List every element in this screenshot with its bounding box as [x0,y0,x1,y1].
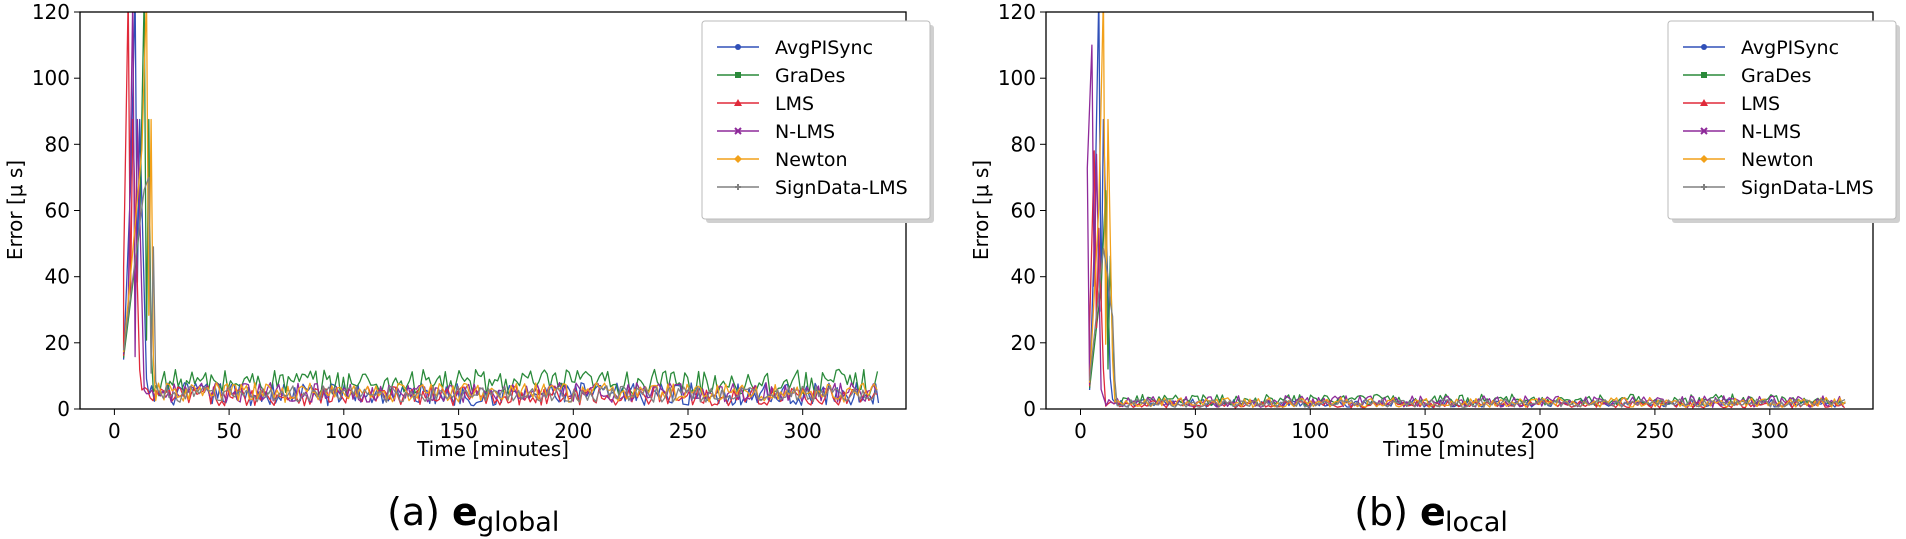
x-tick-label: 200 [1521,419,1559,443]
legend-marker [1700,155,1708,163]
legend: AvgPISync GraDes LMS N-LMS Newton [701,20,934,223]
legend-label: N-LMS [775,121,835,143]
legend-label: SignData-LMS [775,177,908,199]
legend-label: AvgPISync [1741,37,1839,59]
legend-entry: N-LMS [717,121,835,143]
series-line-newton [1088,12,1846,408]
legend-label: Newton [1741,149,1814,171]
legend-marker [1701,72,1707,78]
y-tick-label: 0 [57,397,70,421]
series-line-signdata-lms [122,176,878,403]
caption-subscript: global [477,507,559,538]
y-ticks: 0 20 40 60 80 100 120 [32,0,80,421]
legend-marker [1700,99,1708,106]
x-tick-label: 100 [1291,419,1329,443]
legend-entry: Newton [1683,149,1814,171]
panel-global-error: 0 20 40 60 80 100 120 0 50 100 150 [3,0,934,538]
series-group [1086,12,1846,409]
legend-entry: SignData-LMS [717,177,908,199]
y-tick-label: 80 [45,132,70,156]
y-tick-label: 60 [1011,199,1036,223]
panel-caption: (a) e global [387,490,559,538]
axis-ticks: 0 20 40 60 80 100 120 0 50 100 150 [32,0,822,443]
x-axis-label: Time [minutes] [416,437,569,461]
x-tick-label: 0 [1074,419,1087,443]
panel-local-error: 0 20 40 60 80 100 120 0 50 100 150 [969,0,1900,538]
legend-entry: Newton [717,149,848,171]
legend-label: LMS [1741,93,1780,115]
y-tick-label: 120 [32,0,70,24]
x-axis-label: Time [minutes] [1382,437,1535,461]
legend-entry: LMS [1683,93,1780,115]
x-tick-label: 200 [554,419,592,443]
y-axis-label: Error [μ s] [969,160,993,260]
legend-entry: GraDes [717,65,845,87]
x-tick-label: 50 [1183,419,1208,443]
legend-entry: SignData-LMS [1683,177,1874,199]
legend-marker [1700,127,1708,135]
legend-box [1667,20,1897,220]
x-tick-label: 150 [1406,419,1444,443]
caption-symbol: e [452,490,478,534]
legend-entry: N-LMS [1683,121,1801,143]
y-axis-label: Error [μ s] [3,160,27,260]
legend-label: Newton [775,149,848,171]
legend: AvgPISync GraDes LMS N-LMS Newton [1667,20,1900,223]
legend-label: LMS [775,93,814,115]
x-tick-label: 300 [784,419,822,443]
y-tick-label: 20 [1011,331,1036,355]
y-tick-label: 80 [1011,132,1036,156]
x-tick-label: 0 [108,419,121,443]
x-ticks: 0 50 100 150 200 250 300 [1074,409,1789,443]
legend-label: GraDes [775,65,845,87]
y-tick-label: 120 [998,0,1036,24]
legend-label: SignData-LMS [1741,177,1874,199]
series-group [122,12,880,407]
legend-entry: LMS [717,93,814,115]
legend-label: N-LMS [1741,121,1801,143]
x-tick-label: 100 [325,419,363,443]
legend-entry: AvgPISync [717,37,873,59]
y-tick-label: 40 [1011,265,1036,289]
legend-marker [1701,44,1707,50]
y-tick-label: 0 [1023,397,1036,421]
legend-box [701,20,931,220]
legend-entry: AvgPISync [1683,37,1839,59]
x-tick-label: 250 [669,419,707,443]
caption-prefix: (a) [387,490,440,534]
legend-marker [734,127,742,135]
y-tick-label: 100 [998,66,1036,90]
caption-symbol: e [1420,490,1446,534]
x-tick-label: 300 [1751,419,1789,443]
legend-entry: GraDes [1683,65,1811,87]
legend-label: GraDes [1741,65,1811,87]
x-tick-label: 150 [440,419,478,443]
legend-marker [734,155,742,163]
legend-marker [734,99,742,106]
y-tick-label: 40 [45,265,70,289]
legend-marker [735,184,741,190]
legend-marker [735,72,741,78]
y-ticks: 0 20 40 60 80 100 120 [998,0,1046,421]
panel-caption: (b) e local [1354,490,1508,538]
caption-subscript: local [1445,507,1508,538]
legend-label: AvgPISync [775,37,873,59]
x-tick-label: 250 [1636,419,1674,443]
series-line-signdata-lms [1088,247,1846,408]
legend-marker [1701,184,1707,190]
y-tick-label: 60 [45,199,70,223]
x-ticks: 0 50 100 150 200 250 300 [108,409,822,443]
y-tick-label: 100 [32,66,70,90]
y-tick-label: 20 [45,331,70,355]
legend-marker [735,44,741,50]
x-tick-label: 50 [216,419,241,443]
caption-prefix: (b) [1354,490,1408,534]
axis-ticks: 0 20 40 60 80 100 120 0 50 100 150 [998,0,1789,443]
series-line-n-lms [1086,44,1846,408]
